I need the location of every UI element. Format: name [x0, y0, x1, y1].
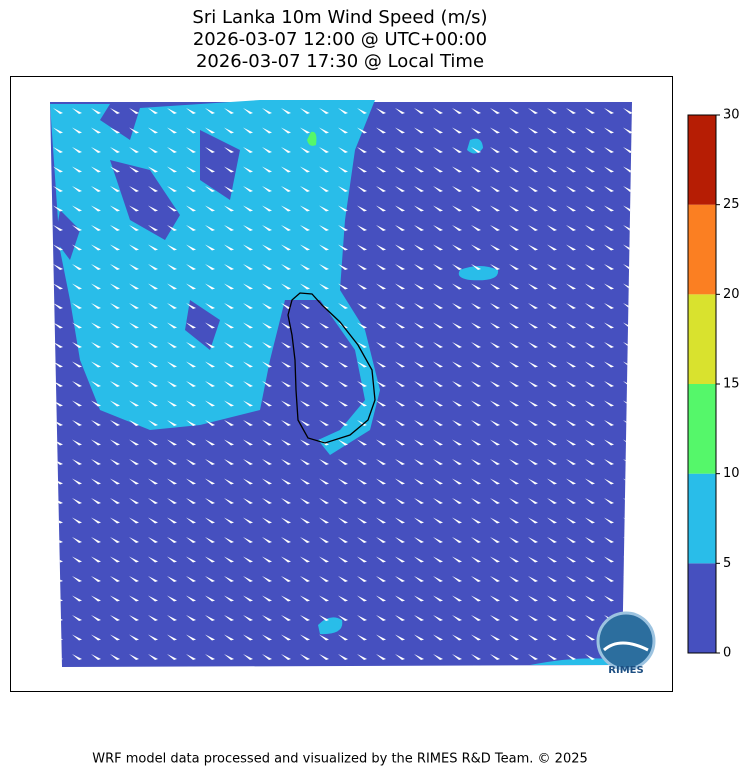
map-frame [10, 76, 673, 692]
colorbar-tick-label: 10 [723, 466, 740, 481]
colorbar-tick-label: 5 [723, 556, 731, 571]
colorbar-tick-label: 30 [723, 108, 740, 123]
colorbar-tick-label: 20 [723, 287, 740, 302]
colorbar-segment [688, 294, 716, 384]
footer: WRF model data processed and visualized … [92, 752, 588, 767]
colorbar-tick-label: 15 [723, 377, 740, 392]
colorbar-segment [688, 563, 716, 653]
logo-wave [603, 641, 649, 652]
colorbar: 0 5 10 15 20 25 30 [687, 108, 740, 661]
colorbar-segment [688, 204, 716, 295]
colorbar-segment [688, 473, 716, 564]
wind-arrows [50, 102, 632, 667]
title-line: 2026-03-07 12:00 @ UTC+00:00 [193, 29, 487, 50]
title-line: 2026-03-07 17:30 @ Local Time [196, 51, 484, 72]
colorbar-tick-label: 25 [723, 197, 740, 212]
wind-field [50, 100, 632, 667]
colorbar-segment [688, 115, 716, 205]
title-line: Sri Lanka 10m Wind Speed (m/s) [192, 7, 487, 28]
colorbar-tick-label: 0 [723, 646, 731, 661]
logo-text: RIMES [608, 665, 643, 676]
logo: RIMES [596, 611, 656, 676]
colorbar-segment [688, 384, 716, 474]
coastline [287, 292, 376, 444]
logo-emblem [596, 611, 656, 671]
